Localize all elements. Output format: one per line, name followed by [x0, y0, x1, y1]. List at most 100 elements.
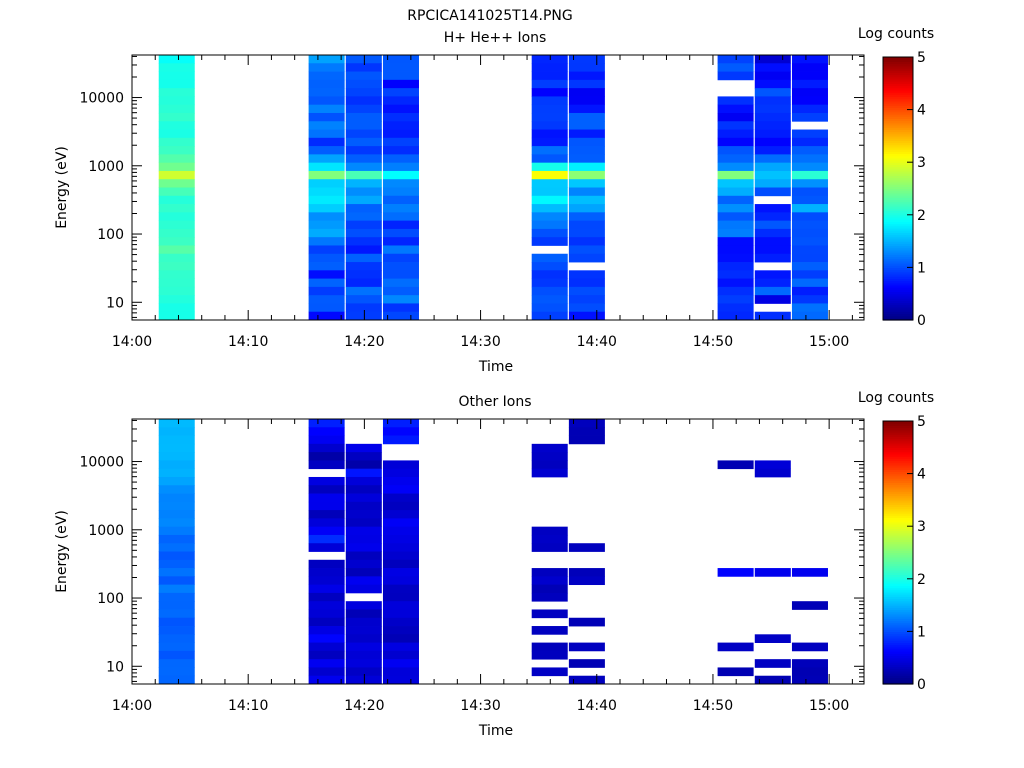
colorbar-segment [883, 302, 913, 306]
colorbar-segment [883, 605, 913, 608]
x-tick-label: 14:50 [693, 334, 733, 350]
colorbar-segment [883, 627, 913, 630]
heatmap-cell [158, 204, 195, 213]
heatmap-cell [568, 543, 605, 552]
heatmap-cell [531, 609, 568, 619]
heatmap-cell [382, 576, 419, 586]
colorbar-segment [883, 234, 913, 238]
heatmap-cell [717, 237, 754, 246]
colorbar-segment [883, 526, 913, 529]
heatmap-cell [791, 278, 828, 288]
colorbar-segment [883, 67, 913, 71]
heatmap-cell [158, 71, 195, 81]
colorbar-segment [883, 570, 913, 573]
heatmap-cell [382, 170, 419, 180]
colorbar-segment [883, 309, 913, 312]
colorbar-segment [883, 637, 913, 641]
heatmap-cell [382, 568, 419, 577]
heatmap-cell [717, 667, 754, 677]
colorbar-segment [883, 295, 913, 299]
heatmap-cell [158, 245, 195, 255]
heatmap-cell [308, 476, 345, 486]
colorbar-segment [883, 57, 913, 60]
heatmap-cell [345, 311, 382, 321]
y-tick-label: 10000 [79, 91, 124, 107]
heatmap-cell [345, 667, 382, 677]
colorbar-segment [883, 559, 913, 562]
heatmap-cell [382, 121, 419, 130]
x-axis-label: Time [478, 723, 513, 739]
heatmap-cell [754, 154, 791, 164]
heatmap-cell [308, 667, 345, 677]
heatmap-cell [531, 460, 568, 470]
heatmap-cell [345, 601, 382, 610]
heatmap-cell [158, 286, 195, 296]
heatmap-cell [308, 262, 345, 271]
heatmap-cell [158, 96, 195, 106]
colorbar-segment [883, 225, 913, 229]
colorbar-segment [883, 179, 913, 183]
heatmap-cell [568, 270, 605, 279]
colorbar-segment [883, 563, 913, 567]
colorbar-segment [883, 495, 913, 499]
heatmap-cell [791, 146, 828, 155]
colorbar-segment [883, 155, 913, 159]
heatmap-cell [568, 642, 605, 652]
heatmap-cell [158, 179, 195, 188]
heatmap-cell [308, 245, 345, 255]
heatmap-cell [791, 195, 828, 205]
heatmap-cell [568, 146, 605, 155]
heatmap-cell [754, 146, 791, 155]
colorbar-segment [883, 467, 913, 470]
heatmap-cell [308, 96, 345, 106]
heatmap-cell [717, 212, 754, 222]
heatmap-cell [308, 104, 345, 114]
colorbar-segment [883, 480, 913, 483]
heatmap-cell [568, 179, 605, 188]
colorbar-segment [883, 243, 913, 247]
heatmap-cell [717, 278, 754, 288]
colorbar-segment [883, 594, 913, 597]
heatmap-cell [717, 55, 754, 64]
heatmap-cell [791, 675, 828, 685]
heatmap-cell [791, 162, 828, 172]
colorbar-segment [883, 475, 913, 479]
heatmap-cell [791, 204, 828, 213]
heatmap-cell [345, 187, 382, 197]
colorbar-segment [883, 673, 913, 676]
heatmap-cell [158, 485, 195, 494]
colorbar-segment [883, 190, 913, 194]
colorbar-segment [883, 236, 913, 240]
heatmap-cell [345, 551, 382, 561]
heatmap-cell [382, 96, 419, 106]
heatmap-cell [308, 253, 345, 263]
colorbar-segment [883, 550, 913, 554]
heatmap-cell [382, 559, 419, 569]
heatmap-cell [568, 195, 605, 205]
colorbar-segment [883, 635, 913, 639]
colorbar-segment [883, 221, 913, 225]
heatmap-cell [345, 228, 382, 238]
colorbar-segment [883, 109, 913, 113]
heatmap-cell [531, 526, 568, 536]
colorbar-segment [883, 449, 913, 453]
heatmap-cell [717, 162, 754, 172]
heatmap-cell [345, 642, 382, 652]
colorbar-segment [883, 306, 913, 310]
heatmap-cell [158, 659, 195, 668]
colorbar-segment [883, 100, 913, 104]
heatmap-cell [345, 179, 382, 188]
heatmap-cell [791, 154, 828, 164]
colorbar-label: Log counts [858, 390, 934, 406]
colorbar-segment [883, 484, 913, 488]
y-tick-label: 1000 [88, 159, 124, 175]
heatmap-cell [382, 295, 419, 304]
heatmap-cell [382, 71, 419, 81]
colorbar-segment [883, 85, 913, 89]
colorbar-segment [883, 227, 913, 231]
colorbar-segment [883, 304, 913, 308]
colorbar-segment [883, 477, 913, 481]
colorbar-segment [883, 644, 913, 648]
colorbar-segment [883, 655, 913, 659]
heatmap-cell [158, 121, 195, 130]
